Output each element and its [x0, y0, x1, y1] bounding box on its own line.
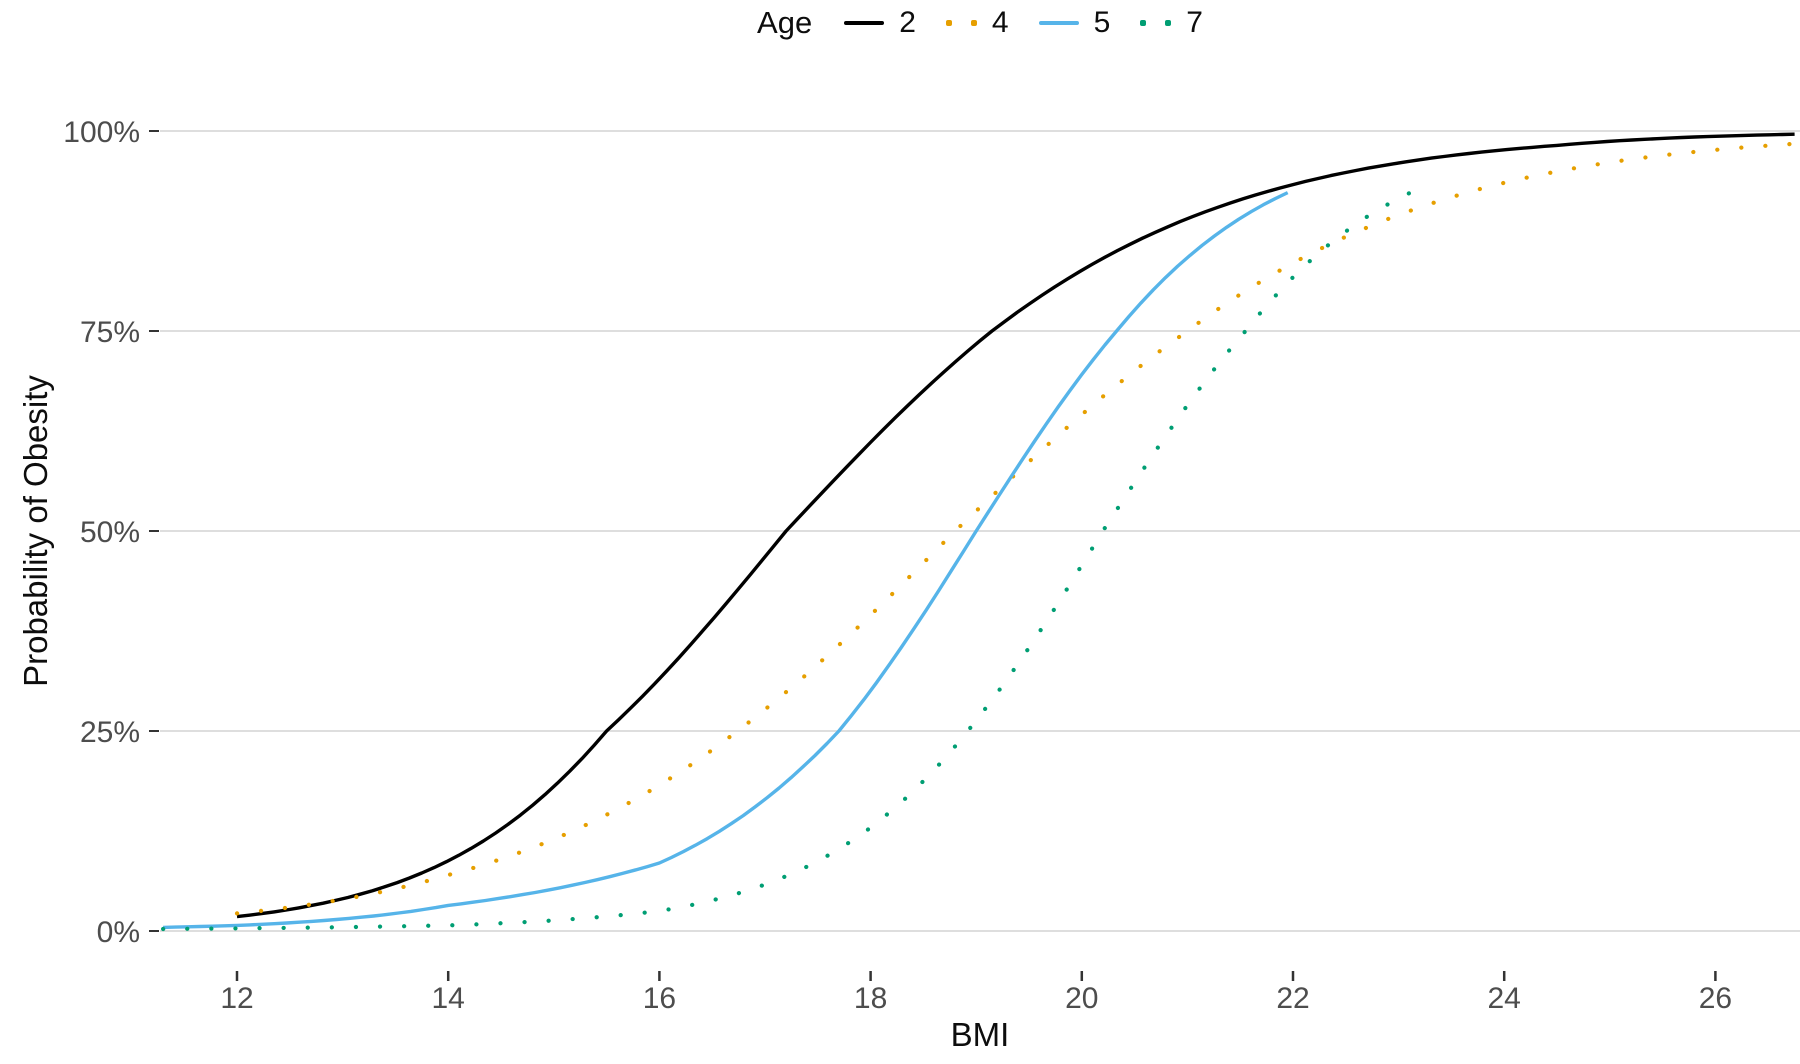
x-tick-label: 16 — [643, 982, 676, 1015]
x-tick-label: 18 — [854, 982, 887, 1015]
x-tick-label: 24 — [1488, 982, 1521, 1015]
curve-age-2 — [236, 132, 1795, 919]
y-tick-label: 25% — [80, 716, 140, 749]
x-axis-tick-labels: 12 14 16 18 20 22 24 26 — [220, 982, 1732, 1015]
y-tick-label: 75% — [80, 316, 140, 349]
dotted-line-key-icon — [1140, 20, 1172, 26]
legend-label: 2 — [899, 6, 916, 39]
y-tick-label: 100% — [63, 116, 140, 149]
x-tick-label: 20 — [1065, 982, 1098, 1015]
x-tick-label: 22 — [1276, 982, 1309, 1015]
y-axis-ticks — [149, 130, 159, 932]
legend: Age 2 4 5 7 — [160, 0, 1800, 46]
x-tick-label: 12 — [220, 982, 253, 1015]
series-curves — [161, 132, 1797, 932]
legend-item-age-4: 4 — [945, 6, 1009, 40]
solid-line-key-icon — [1038, 21, 1079, 25]
y-axis-tick-labels: 0% 25% 50% 75% 100% — [63, 116, 140, 949]
y-tick-label: 50% — [80, 516, 140, 549]
legend-label: 7 — [1186, 6, 1203, 39]
gridlines — [160, 130, 1800, 932]
legend-item-age-7: 7 — [1140, 6, 1203, 40]
curve-age-4 — [234, 141, 1797, 916]
legend-title: Age — [757, 5, 813, 40]
legend-label: 5 — [1093, 6, 1111, 39]
x-axis-ticks — [235, 971, 1717, 981]
y-axis-title: Probability of Obesity — [17, 375, 54, 687]
x-tick-label: 26 — [1699, 982, 1732, 1015]
x-axis-title: BMI — [950, 1016, 1010, 1053]
dotted-line-key-icon — [945, 20, 977, 26]
legend-item-age-5: 5 — [1038, 6, 1111, 40]
legend-label: 4 — [991, 6, 1009, 39]
y-tick-label: 0% — [97, 916, 140, 949]
curve-age-5 — [163, 191, 1289, 930]
curve-age-7 — [161, 188, 1418, 932]
solid-line-key-icon — [844, 21, 885, 25]
legend-item-age-2: 2 — [844, 6, 916, 40]
x-tick-label: 14 — [432, 982, 465, 1015]
